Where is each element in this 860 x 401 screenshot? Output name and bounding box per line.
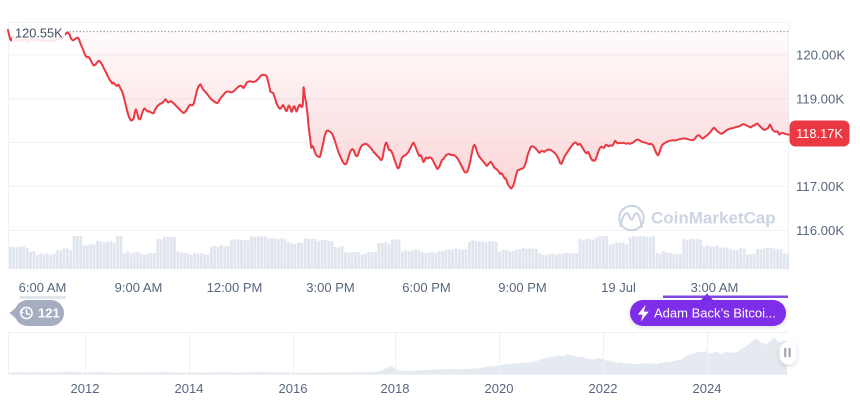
svg-text:121: 121 [38,306,60,321]
svg-text:120.00K: 120.00K [796,48,845,63]
svg-text:9:00 AM: 9:00 AM [115,280,163,295]
svg-text:120.55K: 120.55K [15,25,63,40]
svg-text:118.17K: 118.17K [796,126,843,141]
svg-text:2022: 2022 [589,381,618,396]
svg-text:2020: 2020 [485,381,514,396]
svg-text:6:00 PM: 6:00 PM [402,280,450,295]
svg-text:6:00 AM: 6:00 AM [19,280,67,295]
svg-text:19 Jul: 19 Jul [601,280,636,295]
svg-text:2024: 2024 [693,381,722,396]
svg-text:116.00K: 116.00K [796,223,844,238]
svg-text:119.00K: 119.00K [796,91,844,106]
svg-text:2018: 2018 [381,381,410,396]
svg-text:9:00 PM: 9:00 PM [498,280,546,295]
svg-text:Adam Back’s Bitcoi...: Adam Back’s Bitcoi... [654,306,776,321]
svg-text:12:00 PM: 12:00 PM [207,280,263,295]
svg-text:2014: 2014 [175,381,204,396]
svg-text:3:00 AM: 3:00 AM [691,280,739,295]
svg-text:CoinMarketCap: CoinMarketCap [651,209,776,228]
svg-text:2012: 2012 [71,381,100,396]
svg-text:3:00 PM: 3:00 PM [306,280,354,295]
svg-text:2016: 2016 [279,381,308,396]
svg-text:117.00K: 117.00K [796,179,844,194]
